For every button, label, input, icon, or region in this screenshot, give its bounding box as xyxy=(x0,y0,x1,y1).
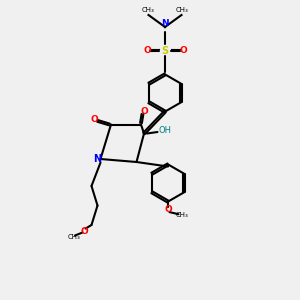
Text: OH: OH xyxy=(158,126,172,135)
Text: CH₃: CH₃ xyxy=(175,8,188,14)
Text: N: N xyxy=(161,20,169,28)
Text: O: O xyxy=(91,116,98,124)
Text: CH₃: CH₃ xyxy=(67,234,80,240)
Text: S: S xyxy=(161,46,169,56)
Text: O: O xyxy=(164,205,172,214)
Text: CH₃: CH₃ xyxy=(142,8,155,14)
Text: O: O xyxy=(80,226,88,236)
Text: O: O xyxy=(140,107,148,116)
Text: O: O xyxy=(179,46,187,56)
Text: N: N xyxy=(93,154,101,164)
Text: O: O xyxy=(143,46,151,56)
Text: CH₃: CH₃ xyxy=(175,212,188,218)
